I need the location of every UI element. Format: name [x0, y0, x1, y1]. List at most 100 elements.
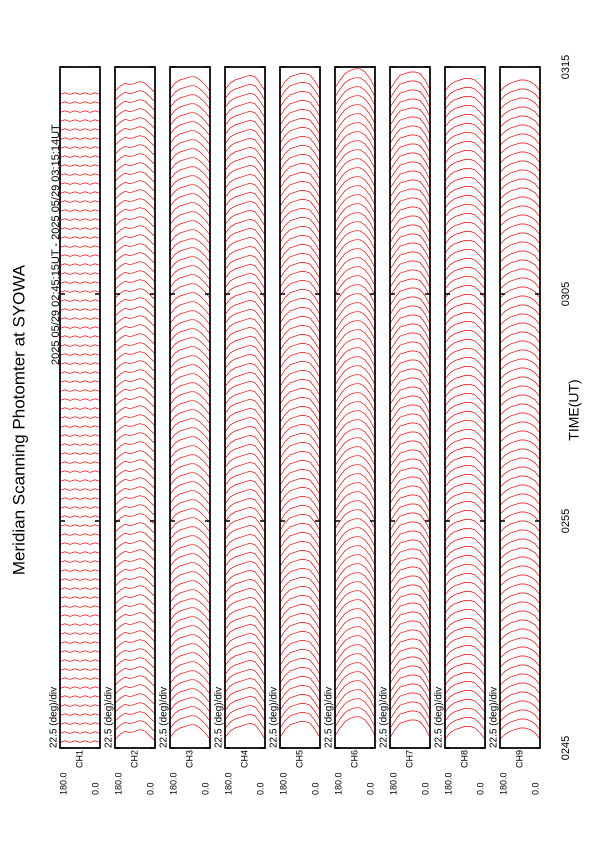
scan-trace — [59, 569, 101, 572]
scan-trace — [499, 223, 541, 236]
scan-trace — [279, 595, 321, 612]
scan-trace — [279, 631, 321, 648]
y-tick-label: 0.0 — [420, 782, 430, 795]
scan-trace — [169, 283, 211, 299]
scan-trace — [224, 380, 266, 398]
scan-trace — [114, 333, 156, 346]
scan-trace — [334, 491, 376, 512]
scan-trace — [114, 657, 156, 670]
scan-trace — [279, 316, 321, 333]
scan-trace — [499, 448, 541, 461]
scan-trace — [114, 450, 156, 463]
scan-trace — [169, 463, 211, 479]
scan-trace — [499, 250, 541, 263]
scan-trace — [499, 547, 541, 560]
scan-trace — [114, 576, 156, 589]
scan-trace — [59, 290, 101, 293]
scan-trace — [499, 160, 541, 173]
scan-trace — [389, 674, 431, 693]
scan-trace — [224, 713, 266, 731]
scan-trace — [224, 263, 266, 281]
scan-trace — [169, 724, 211, 740]
scan-trace — [114, 522, 156, 535]
scan-trace — [169, 139, 211, 155]
scan-trace — [169, 256, 211, 272]
scan-trace — [334, 140, 376, 161]
scan-trace — [59, 326, 101, 329]
scan-trace — [279, 343, 321, 360]
scan-trace — [114, 468, 156, 481]
scan-trace — [444, 285, 486, 299]
scan-trace — [59, 551, 101, 554]
scan-trace — [169, 346, 211, 362]
scan-trace — [389, 647, 431, 666]
scan-trace — [169, 607, 211, 623]
scan-trace — [114, 594, 156, 607]
scan-trace — [114, 495, 156, 508]
scan-trace — [114, 369, 156, 382]
scan-trace — [169, 382, 211, 398]
scan-trace — [114, 612, 156, 625]
scan-trace — [279, 127, 321, 144]
scan-trace — [334, 464, 376, 485]
scan-trace — [499, 313, 541, 326]
scan-trace — [334, 599, 376, 620]
scan-trace — [224, 695, 266, 713]
scan-trace — [499, 232, 541, 245]
scan-trace — [389, 134, 431, 153]
scan-trace — [169, 625, 211, 641]
channel-label: CH6 — [349, 750, 359, 768]
scan-trace — [224, 578, 266, 596]
scan-trace — [59, 452, 101, 455]
scan-trace — [334, 572, 376, 593]
scan-trace — [499, 277, 541, 290]
scan-trace — [169, 274, 211, 290]
scan-trace — [444, 96, 486, 110]
scan-trace — [59, 272, 101, 275]
scan-trace — [499, 709, 541, 722]
scan-trace — [114, 603, 156, 616]
scan-trace — [334, 176, 376, 197]
scan-trace — [334, 635, 376, 656]
scan-trace — [169, 166, 211, 182]
scan-trace — [334, 293, 376, 314]
scan-trace — [169, 526, 211, 542]
scan-trace — [499, 331, 541, 344]
scan-trace — [59, 587, 101, 590]
scan-trace — [334, 275, 376, 296]
scan-trace — [499, 727, 541, 740]
scan-trace — [59, 614, 101, 617]
scan-trace — [169, 121, 211, 137]
scan-trace — [169, 643, 211, 659]
scan-trace — [444, 294, 486, 308]
scan-trace — [334, 554, 376, 575]
scan-trace — [169, 562, 211, 578]
scan-trace — [279, 361, 321, 378]
scan-trace — [334, 122, 376, 143]
scan-trace — [169, 472, 211, 488]
panel-border — [499, 66, 541, 749]
scan-trace — [169, 265, 211, 281]
scan-trace — [334, 356, 376, 377]
scan-trace — [389, 539, 431, 558]
scan-trace — [169, 490, 211, 506]
scan-trace — [59, 236, 101, 239]
scan-trace — [59, 740, 101, 743]
scan-trace — [279, 262, 321, 279]
scan-trace — [389, 422, 431, 441]
scan-trace — [444, 78, 486, 92]
scan-trace — [389, 548, 431, 567]
scan-trace — [279, 280, 321, 297]
scan-trace — [334, 392, 376, 413]
scan-trace — [279, 703, 321, 720]
scan-trace — [114, 135, 156, 148]
scan-trace — [334, 338, 376, 359]
scan-trace — [279, 100, 321, 117]
scan-trace — [389, 278, 431, 297]
panel-border — [444, 66, 486, 749]
scan-trace — [444, 546, 486, 560]
scan-trace — [444, 330, 486, 344]
scan-trace — [444, 501, 486, 515]
scan-trace — [334, 608, 376, 629]
panel-border — [389, 66, 431, 749]
